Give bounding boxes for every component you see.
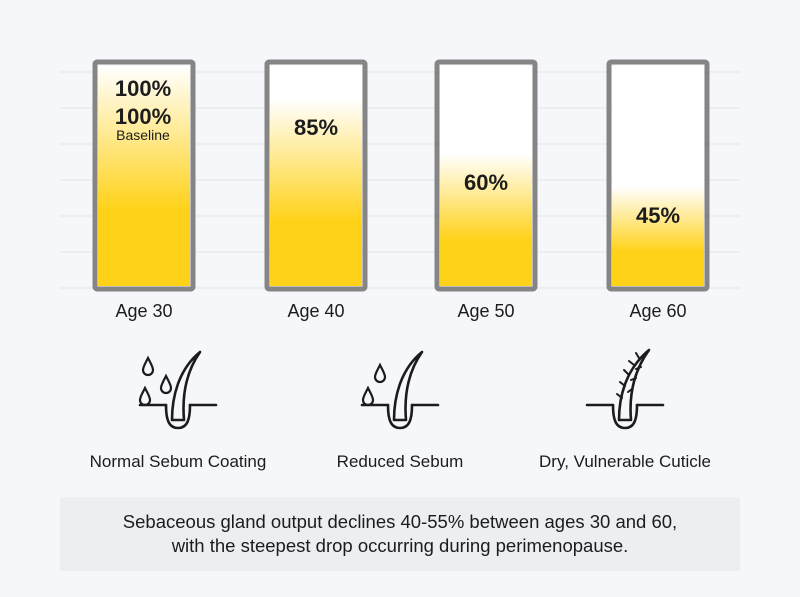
bar-value-label: 85% [294, 115, 338, 140]
bar-frame [434, 59, 538, 292]
icon-caption-damaged: Dry, Vulnerable Cuticle [539, 452, 711, 471]
bar [98, 66, 190, 286]
icon-column-damaged: Dry, Vulnerable Cuticle [505, 340, 745, 471]
summary-line-1: Sebaceous gland output declines 40-55% b… [122, 511, 678, 532]
hair-follicle-with-droplets-icon [138, 350, 218, 430]
icon-column-reduced: Reduced Sebum [280, 340, 520, 471]
bar [612, 187, 704, 286]
icon-column-normal: Normal Sebum Coating [58, 340, 298, 471]
bar-value-label: 60% [464, 170, 508, 195]
category-label: Age 50 [457, 301, 514, 321]
bar-group-4: 45% Age 60 [606, 59, 710, 321]
bar-value-label-repeat: 100% [115, 104, 171, 129]
summary-text: Sebaceous gland output declines 40-55% b… [80, 510, 720, 558]
bar [270, 99, 362, 286]
bar-frame [606, 59, 710, 292]
baseline-sublabel: Baseline [116, 127, 170, 143]
bar [440, 154, 532, 286]
summary-note: Sebaceous gland output declines 40-55% b… [60, 497, 740, 571]
hair-follicle-fewer-droplets-icon [360, 350, 440, 430]
icon-legend: Normal Sebum Coating Reduced Sebum [0, 340, 800, 480]
icon-caption-reduced: Reduced Sebum [336, 452, 464, 471]
category-label: Age 40 [287, 301, 344, 321]
bar-value-label: 45% [636, 203, 680, 228]
summary-line-2: with the steepest drop occurring during … [171, 535, 629, 556]
category-label: Age 30 [115, 301, 172, 321]
bar-group-3: 60% Age 50 [434, 59, 538, 321]
icon-caption-normal: Normal Sebum Coating [89, 452, 267, 471]
bar-frame [92, 59, 196, 292]
bar-frame [264, 59, 368, 292]
category-label: Age 60 [629, 301, 686, 321]
damaged-hair-follicle-icon [585, 348, 665, 430]
bar-value-label: 100% [115, 76, 171, 101]
bar-group-2: 85% Age 40 [264, 59, 368, 321]
